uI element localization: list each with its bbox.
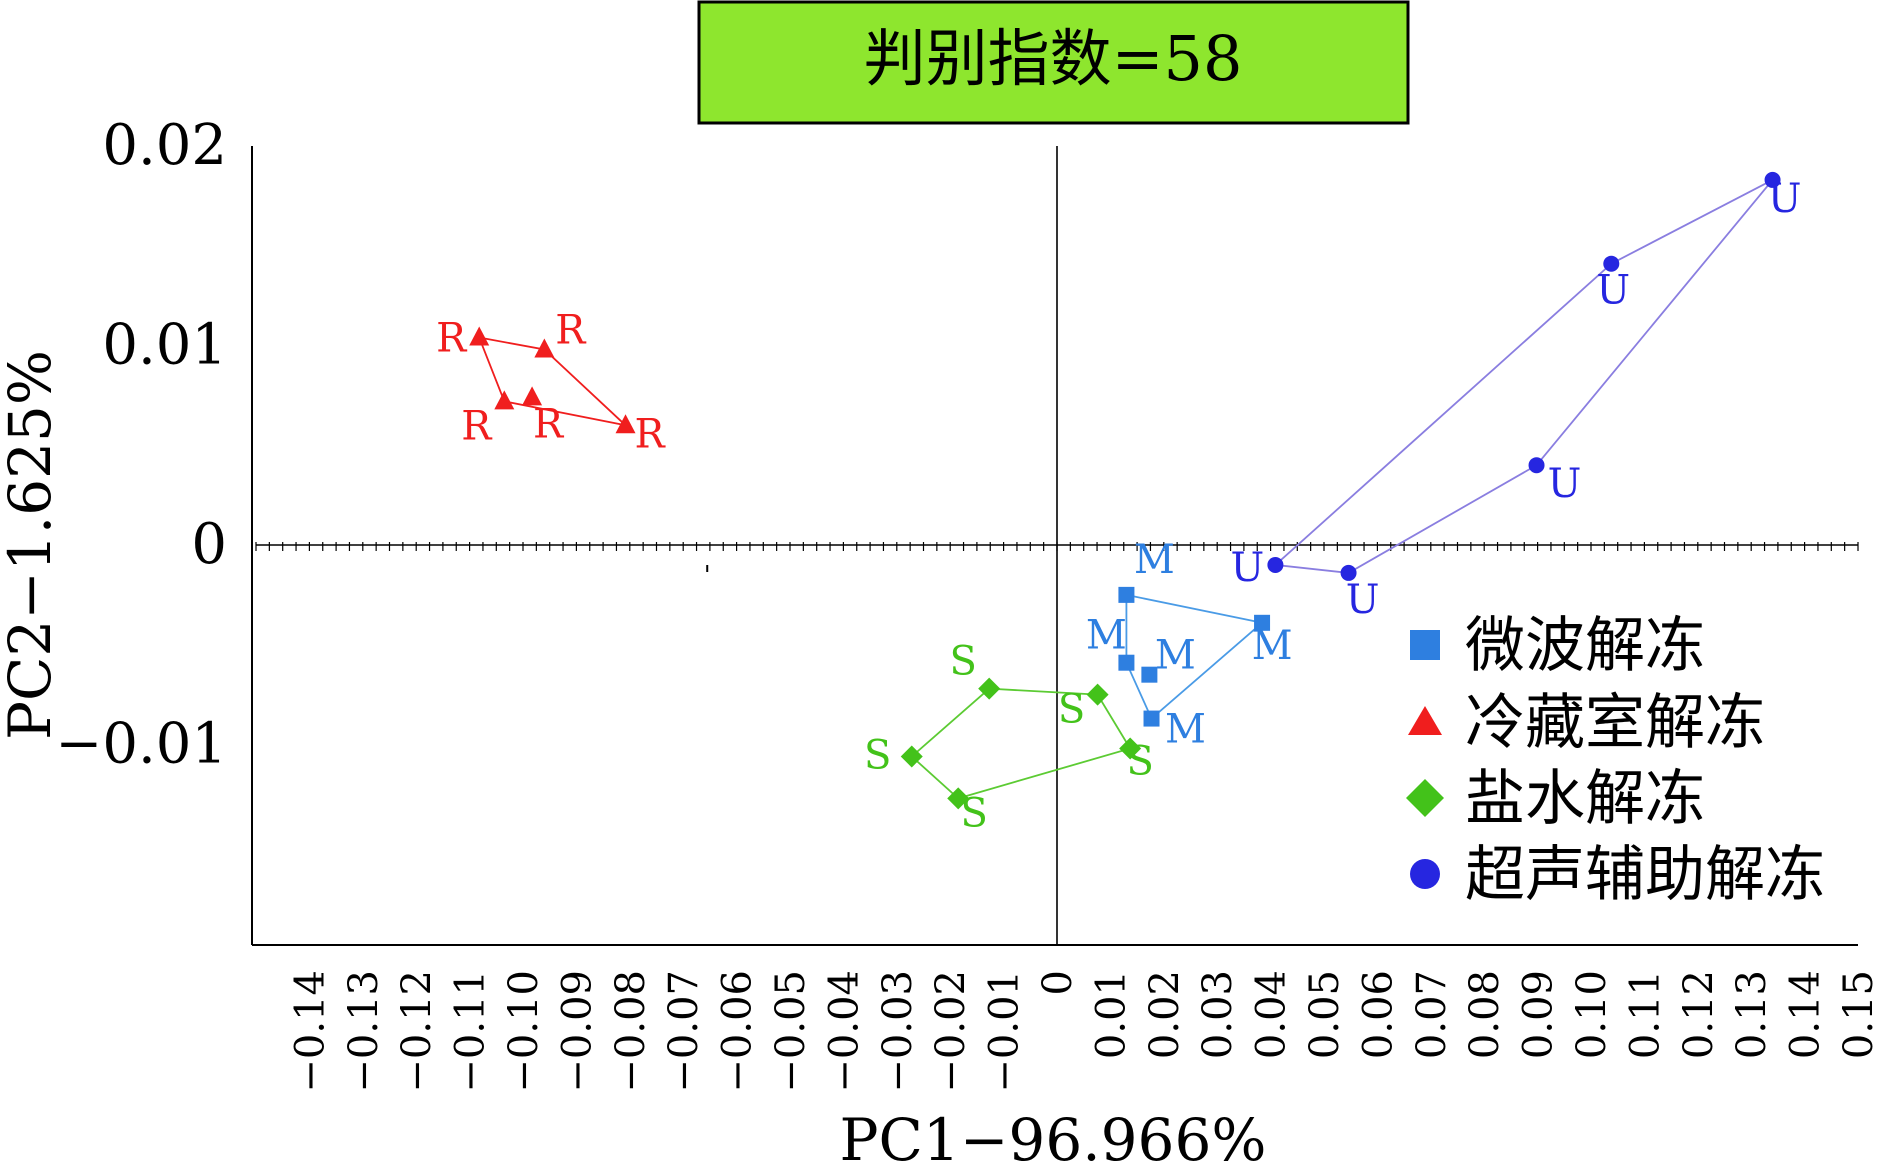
x-tick-label: −0.01 [982, 970, 1028, 1093]
legend-label: 超声辅助解冻 [1465, 840, 1825, 910]
x-tick-label: 0.07 [1409, 970, 1455, 1059]
y-axis-label: PC2−1.625% [0, 350, 64, 740]
point-label: R [634, 411, 666, 457]
point-label: M [1086, 613, 1127, 659]
x-tick-label: −0.06 [715, 970, 761, 1093]
chart-title-background [697, 0, 1410, 125]
x-tick-label: 0.10 [1569, 970, 1615, 1059]
point-label: U [1548, 461, 1582, 507]
point-s-2 [1086, 683, 1109, 706]
point-u-4 [1340, 564, 1357, 581]
point-r-1 [469, 326, 490, 346]
x-tick-label: −0.12 [394, 970, 440, 1093]
point-label: R [533, 401, 565, 447]
point-label: S [949, 639, 976, 685]
point-s-4 [947, 787, 970, 810]
point-label: U [1596, 268, 1630, 314]
x-axis-label: PC1−96.966% [840, 1106, 1267, 1174]
chart-title-box: 判别指数=58 [697, 0, 1410, 125]
legend-diamond-icon [1406, 779, 1444, 817]
x-tick-label: 0.12 [1676, 970, 1722, 1059]
y-tick-label: 0.02 [102, 113, 227, 178]
x-tick-label: −0.08 [608, 970, 654, 1093]
legend-item-m: 微波解冻 [1410, 611, 1705, 681]
point-r-4 [494, 390, 515, 410]
point-label: M [1165, 707, 1206, 753]
x-tick-label: 0.05 [1302, 970, 1348, 1059]
hull-u [1273, 179, 1774, 574]
point-m-1 [1118, 586, 1135, 603]
legend-item-u: 超声辅助解冻 [1410, 840, 1825, 910]
point-u-2 [1603, 255, 1620, 272]
point-m-5 [1141, 666, 1158, 683]
x-tick-label: −0.09 [554, 970, 600, 1093]
data-points [469, 171, 1781, 810]
point-label: S [1058, 687, 1085, 733]
x-tick-label: 0.04 [1249, 970, 1295, 1059]
x-tick-label: 0.03 [1195, 970, 1241, 1059]
point-r-5 [522, 386, 543, 406]
axis-ticks: −0.14 −0.13 −0.12 −0.11 −0.10 −0.09 −0.08 −0.07… [55, 113, 1882, 1093]
x-tick-label: 0.08 [1462, 970, 1508, 1059]
x-tick-label: 0.14 [1783, 970, 1829, 1059]
chart-title: 判别指数=58 [864, 22, 1243, 95]
point-label: S [864, 732, 891, 778]
x-tick-label: −0.03 [875, 970, 921, 1093]
x-tick-label: −0.05 [768, 970, 814, 1093]
point-label: U [1231, 545, 1265, 591]
point-s-3 [1119, 737, 1142, 760]
x-tick-label: 0.09 [1516, 970, 1562, 1059]
point-label: R [436, 316, 468, 362]
x-tick-label: 0.02 [1142, 970, 1188, 1059]
legend-label: 微波解冻 [1465, 611, 1705, 681]
legend-label: 盐水解冻 [1465, 764, 1705, 834]
point-label: R [461, 403, 493, 449]
legend-item-s: 盐水解冻 [1406, 764, 1705, 834]
x-tick-label: −0.04 [821, 970, 867, 1093]
legend-square-icon [1410, 630, 1440, 660]
point-u-1 [1764, 171, 1781, 188]
hull-s [910, 687, 1132, 800]
point-label: M [1134, 537, 1175, 583]
y-tick-label: 0.01 [102, 313, 227, 378]
x-tick-label: 0.13 [1729, 970, 1775, 1059]
legend-item-r: 冷藏室解冻 [1408, 688, 1765, 758]
x-tick-label: −0.10 [501, 970, 547, 1093]
point-s-1 [978, 677, 1001, 700]
point-u-3 [1528, 457, 1545, 474]
x-tick-label: 0 [1035, 970, 1081, 995]
point-s-5 [900, 745, 923, 768]
x-tick-label: −0.11 [448, 970, 494, 1093]
point-m-2 [1254, 614, 1271, 631]
x-tick-label: 0.06 [1355, 970, 1401, 1059]
point-label: U [1768, 176, 1802, 222]
x-tick-label: 0.11 [1622, 970, 1668, 1059]
point-label: U [1346, 577, 1380, 623]
x-tick-label: −0.13 [341, 970, 387, 1093]
point-label: M [1252, 623, 1293, 669]
point-label: S [961, 790, 988, 836]
point-r-2 [534, 338, 555, 358]
x-tick-label: 0.01 [1088, 970, 1134, 1059]
x-tick-label: −0.14 [287, 970, 333, 1093]
point-label: S [1126, 738, 1153, 784]
x-tick-label: −0.02 [928, 970, 974, 1093]
y-tick-label: −0.01 [55, 712, 227, 777]
x-tick-label: 0.15 [1836, 970, 1882, 1059]
point-label: R [555, 307, 587, 353]
y-tick-label: 0 [191, 512, 227, 577]
point-label: M [1155, 633, 1196, 679]
legend-triangle-icon [1408, 706, 1442, 735]
point-m-3 [1143, 710, 1160, 727]
point-u-5 [1267, 556, 1284, 573]
x-tick-label: −0.07 [661, 970, 707, 1093]
legend-label: 冷藏室解冻 [1465, 688, 1765, 758]
legend-circle-icon [1410, 859, 1440, 889]
point-r-3 [615, 414, 636, 434]
point-m-4 [1118, 654, 1135, 671]
